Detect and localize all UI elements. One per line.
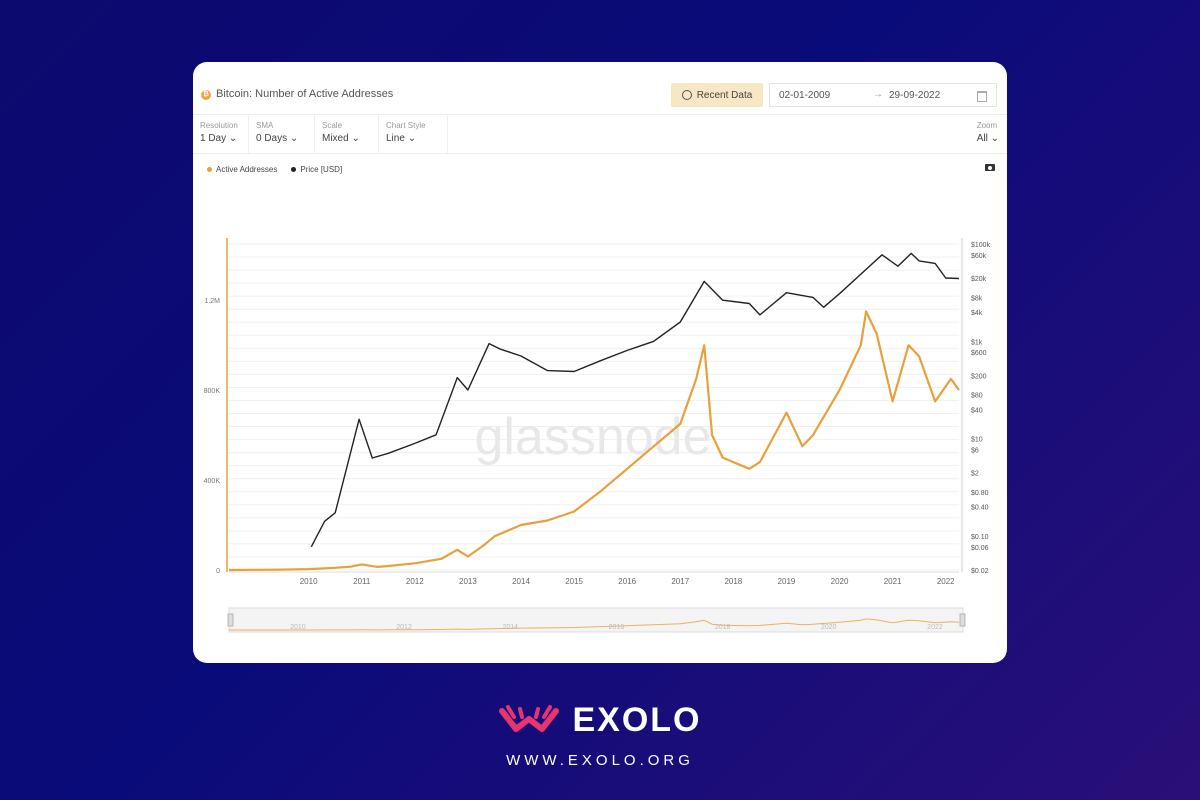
brand-name: EXOLO	[572, 700, 702, 739]
y-right-tick-label: $20k	[971, 276, 987, 283]
chart-style-dropdown[interactable]: Chart Style Line ⌄	[379, 115, 448, 153]
legend-label: Price [USD]	[300, 165, 343, 174]
chevron-down-icon: ⌄	[289, 133, 299, 144]
watermark: glassnode	[474, 408, 711, 466]
x-tick-label: 2020	[831, 577, 849, 586]
calendar-icon[interactable]	[977, 91, 987, 102]
y-right-tick-label: $0.10	[971, 534, 989, 541]
y-right-tick-label: $10	[971, 437, 983, 444]
chevron-down-icon: ⌄	[228, 133, 238, 144]
chart-header: ₿ Bitcoin: Number of Active Addresses Re…	[193, 62, 1007, 112]
y-right-tick-label: $60k	[971, 253, 987, 260]
x-tick-label: 2015	[565, 577, 583, 586]
x-tick-label: 2018	[724, 577, 742, 586]
scale-value: Mixed ⌄	[322, 133, 360, 144]
navigator-tick-label: 2010	[290, 624, 306, 631]
navigator-tick-label: 2018	[715, 624, 731, 631]
chevron-down-icon: ⌄	[407, 133, 417, 144]
navigator-background	[228, 607, 964, 633]
legend-dot-icon	[291, 167, 297, 172]
legend-active-addresses[interactable]: Active Addresses	[207, 165, 277, 174]
recent-data-label: Recent Data	[696, 89, 753, 101]
legend-label: Active Addresses	[216, 165, 278, 174]
y-right-tick-label: $200	[971, 373, 987, 380]
y-right-tick-label: $2	[971, 471, 979, 478]
chart-style-label: Chart Style	[386, 121, 426, 130]
date-end[interactable]: 29-09-2022	[889, 90, 941, 101]
x-tick-label: 2021	[884, 577, 902, 586]
chart-title: Bitcoin: Number of Active Addresses	[216, 88, 394, 100]
navigator-tick-label: 2014	[502, 624, 518, 631]
chevron-down-icon: ⌄	[990, 133, 999, 144]
navigator-series-line	[229, 618, 960, 631]
x-tick-label: 2011	[353, 577, 371, 586]
y-right-tick-label: $100k	[971, 242, 991, 249]
y-left-tick-label: 0	[216, 568, 220, 575]
y-right-tick-label: $6	[971, 447, 979, 454]
navigator-tick-label: 2016	[609, 624, 625, 631]
resolution-value: 1 Day ⌄	[200, 133, 238, 144]
y-right-tick-label: $4k	[971, 310, 983, 317]
navigator-tick-label: 2012	[396, 624, 412, 631]
y-right-tick-label: $80	[971, 393, 983, 400]
sma-value: 0 Days ⌄	[256, 133, 299, 144]
zoom-label: Zoom	[976, 121, 998, 130]
clock-icon	[681, 90, 692, 100]
x-tick-label: 2017	[671, 577, 689, 586]
navigator-right-handle[interactable]	[959, 613, 966, 627]
date-start[interactable]: 02-01-2009	[779, 90, 831, 101]
active-addresses-line	[228, 310, 960, 572]
legend-price[interactable]: Price [USD]	[291, 165, 342, 174]
resolution-dropdown[interactable]: Resolution 1 Day ⌄	[193, 115, 249, 153]
y-right-tick-label: $600	[971, 350, 987, 357]
bitcoin-icon: ₿	[201, 90, 211, 100]
scale-dropdown[interactable]: Scale Mixed ⌄	[315, 115, 379, 153]
navigator-left-handle[interactable]	[227, 613, 234, 627]
exolo-logo-icon	[499, 705, 560, 732]
chart-controls: Resolution 1 Day ⌄ SMA 0 Days ⌄ Scale Mi…	[193, 114, 1007, 154]
sma-label: SMA	[256, 121, 274, 130]
date-range-picker[interactable]: 02-01-2009 → 29-09-2022	[769, 83, 997, 107]
x-tick-label: 2014	[512, 577, 530, 586]
chart-card: ₿ Bitcoin: Number of Active Addresses Re…	[193, 62, 1007, 663]
y-left-tick-label: 400K	[204, 478, 221, 485]
y-right-tick-label: $0.02	[971, 568, 989, 575]
y-right-tick-label: $0.06	[971, 545, 989, 552]
arrow-right-icon: →	[873, 89, 883, 100]
navigator-tick-label: 2022	[927, 624, 943, 631]
brand-url[interactable]: WWW.EXOLO.ORG	[506, 752, 694, 769]
y-right-tick-label: $1k	[971, 339, 983, 346]
legend-dot-icon	[207, 167, 212, 172]
resolution-label: Resolution	[200, 121, 238, 130]
scale-label: Scale	[322, 121, 343, 130]
navigator-tick-label: 2020	[821, 624, 837, 631]
chart-plot: glassnode 0 400K 800K 1.2M $100k $60k $20k $8k…	[204, 238, 991, 633]
x-tick-label: 2016	[618, 577, 636, 586]
x-tick-label: 2010	[300, 577, 318, 586]
y-right-tick-label: $0.40	[971, 505, 989, 512]
chart-style-value: Line ⌄	[386, 133, 417, 144]
x-tick-label: 2013	[459, 577, 477, 586]
y-left-tick-label: 1.2M	[204, 298, 220, 305]
zoom-dropdown[interactable]: Zoom All ⌄	[977, 115, 999, 144]
chart-legend: Active Addresses Price [USD]	[207, 165, 342, 174]
y-left-tick-label: 800K	[204, 388, 221, 395]
price-line	[310, 252, 960, 548]
brand-footer: EXOLO	[0, 700, 1200, 740]
x-tick-label: 2022	[937, 577, 955, 586]
recent-data-button[interactable]: Recent Data	[671, 83, 763, 107]
x-tick-label: 2019	[778, 577, 796, 586]
y-right-tick-label: $40	[971, 407, 983, 414]
sma-dropdown[interactable]: SMA 0 Days ⌄	[249, 115, 315, 153]
y-right-tick-label: $8k	[971, 295, 983, 302]
y-right-tick-label: $0.80	[971, 490, 989, 497]
zoom-value: All ⌄	[976, 133, 999, 144]
camera-icon[interactable]	[985, 164, 995, 171]
x-tick-label: 2012	[406, 577, 424, 586]
chevron-down-icon: ⌄	[351, 133, 360, 144]
